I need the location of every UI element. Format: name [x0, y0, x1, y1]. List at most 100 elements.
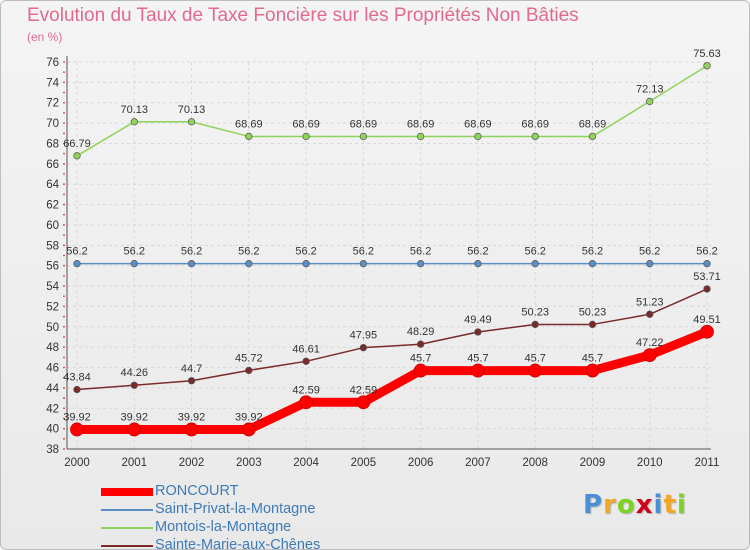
data-point — [416, 132, 425, 141]
y-minor-tick — [63, 254, 65, 257]
data-label: 56.2 — [582, 246, 603, 258]
y-tick-label: 56 — [46, 261, 59, 273]
y-tick-label: 64 — [46, 179, 59, 191]
y-minor-tick — [63, 244, 65, 247]
data-point — [474, 259, 482, 268]
y-tick-label: 68 — [46, 138, 59, 150]
y-minor-tick — [63, 386, 65, 389]
data-label: 68.69 — [464, 118, 492, 130]
data-label: 56.2 — [295, 246, 316, 258]
logo-letter: i — [653, 490, 664, 520]
logo-letter: r — [603, 490, 617, 520]
data-label: 56.2 — [410, 246, 431, 258]
data-label: 68.69 — [292, 118, 320, 130]
data-label: 68.69 — [579, 118, 607, 130]
y-tick-label: 46 — [46, 363, 59, 375]
data-label: 56.2 — [696, 246, 717, 258]
data-point — [359, 259, 368, 268]
data-point — [531, 259, 539, 268]
data-label: 44.26 — [121, 367, 149, 379]
data-label: 47.95 — [350, 330, 378, 342]
y-minor-tick — [63, 224, 65, 226]
data-point — [471, 363, 485, 378]
data-label: 56.2 — [181, 246, 202, 258]
data-label: 45.7 — [410, 353, 431, 365]
x-tick-label: 2004 — [293, 457, 319, 469]
y-minor-tick — [63, 356, 65, 359]
logo-letter: P — [583, 490, 604, 520]
y-minor-tick — [63, 91, 65, 94]
x-tick-label: 2010 — [637, 457, 663, 469]
data-label: 53.71 — [693, 271, 721, 283]
data-point — [703, 285, 711, 293]
data-label: 49.51 — [693, 314, 721, 326]
logo-letter: i — [676, 490, 687, 520]
data-point — [588, 259, 597, 268]
legend-swatch — [101, 488, 153, 496]
y-minor-tick — [63, 417, 65, 420]
x-tick-label: 2001 — [121, 457, 147, 469]
data-label: 56.2 — [66, 246, 87, 258]
y-tick-label: 72 — [46, 98, 59, 110]
chart-title: Evolution du Taux de Taxe Foncière sur l… — [27, 5, 579, 26]
y-minor-tick — [63, 305, 65, 308]
y-minor-tick — [63, 203, 65, 206]
data-point — [130, 381, 138, 389]
y-minor-tick — [63, 173, 65, 175]
data-label: 56.2 — [524, 246, 545, 258]
y-minor-tick — [63, 142, 65, 145]
y-minor-tick — [63, 437, 65, 440]
x-tick-label: 2000 — [64, 457, 90, 469]
data-point — [73, 259, 81, 268]
data-point — [356, 395, 371, 410]
data-point — [187, 377, 196, 385]
data-point — [703, 62, 711, 70]
y-minor-tick — [63, 71, 65, 74]
data-point — [703, 259, 711, 268]
y-tick-label: 70 — [46, 118, 59, 130]
y-minor-tick — [63, 427, 65, 430]
legend-label: Sainte-Marie-aux-Chênes — [155, 537, 321, 550]
data-point — [302, 259, 310, 268]
y-minor-tick — [63, 285, 65, 287]
y-tick-label: 40 — [46, 424, 59, 436]
data-point — [245, 259, 253, 268]
data-point — [130, 118, 138, 126]
y-tick-label: 52 — [46, 301, 59, 313]
x-tick-label: 2003 — [236, 457, 262, 469]
legend-item: Saint-Privat-la-Montagne — [101, 501, 441, 519]
series-line-RONCOURT — [77, 327, 709, 434]
data-label: 46.61 — [292, 343, 320, 355]
y-minor-tick — [63, 122, 65, 125]
x-tick-label: 2006 — [408, 457, 434, 469]
y-minor-tick — [63, 112, 65, 114]
data-point — [187, 118, 196, 126]
y-minor-tick — [63, 336, 65, 338]
data-point — [187, 259, 196, 268]
data-label: 56.2 — [238, 246, 259, 258]
y-minor-tick — [63, 407, 65, 410]
y-minor-tick — [63, 81, 65, 84]
data-point — [646, 259, 654, 268]
y-tick-label: 50 — [46, 322, 59, 334]
data-label: 66.79 — [63, 138, 91, 150]
data-label: 75.63 — [693, 48, 721, 60]
legend-swatch — [101, 527, 153, 529]
legend-item: RONCOURT — [101, 483, 441, 501]
y-minor-tick — [63, 366, 65, 369]
y-tick-label: 54 — [46, 281, 59, 293]
x-tick-label: 2007 — [465, 457, 491, 469]
data-label: 68.69 — [521, 118, 549, 130]
y-minor-tick — [63, 61, 65, 63]
data-label: 50.23 — [521, 306, 549, 318]
y-tick-label: 76 — [46, 57, 59, 69]
logo-letter: t — [663, 490, 677, 520]
data-point — [241, 422, 256, 437]
data-label: 42.59 — [292, 384, 320, 396]
x-tick-label: 2011 — [695, 457, 720, 469]
data-point — [302, 132, 310, 141]
legend-label: Montois-la-Montagne — [155, 519, 292, 535]
data-label: 70.13 — [178, 104, 206, 116]
data-point — [531, 132, 539, 141]
